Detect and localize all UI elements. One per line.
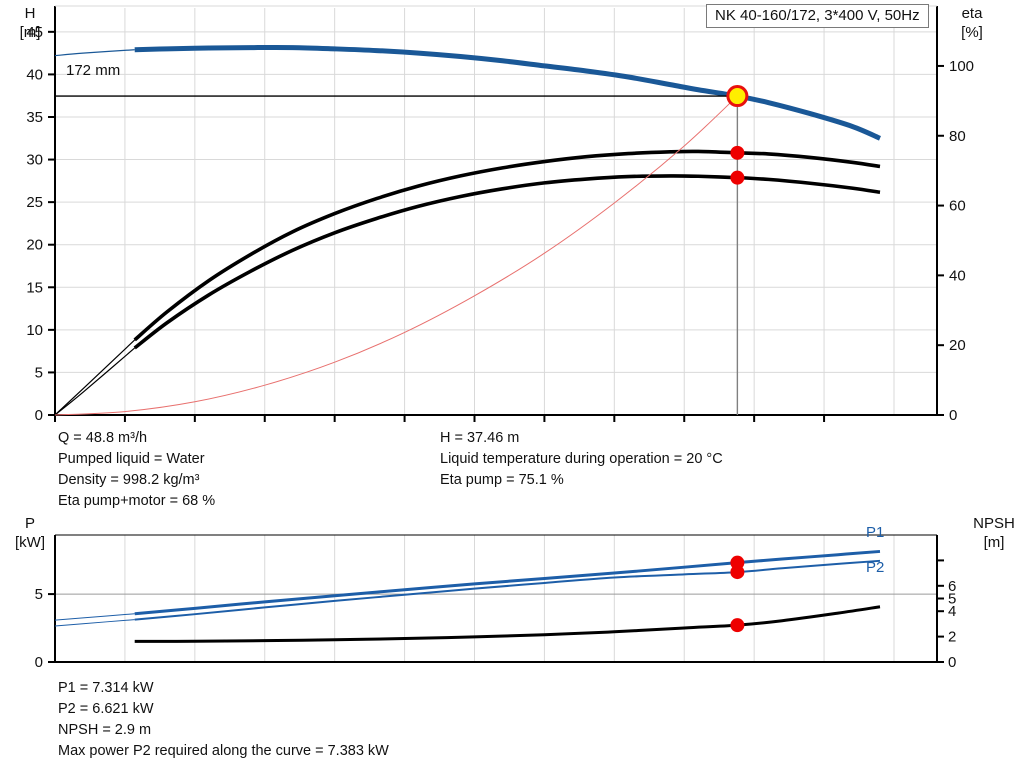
efficiency-curve [133,174,881,350]
y-tick-label-left: 0 [35,654,43,671]
efficiency-duty-marker [730,170,745,185]
y-axis-title-right: [%] [961,24,983,41]
head-efficiency-chart: 0510152025303540450204060801000510152025… [20,5,984,424]
duty-info-left-line-2: Density = 998.2 kg/m³ [58,472,200,488]
y-tick-label-left: 25 [26,194,43,211]
power-curve-p2 [134,559,881,621]
y-axis-title-right: eta [962,5,984,22]
power-info-line-1: P2 = 6.621 kW [58,701,154,717]
y-tick-label-right: 20 [949,337,966,354]
y-tick-label-left: 0 [35,407,43,424]
duty-info-left: Q = 48.8 m³/h Pumped liquid = Water Densit… [58,428,215,512]
y-tick-label-right: 0 [948,654,956,671]
y-tick-label-right: 80 [949,128,966,145]
y-axis-title-left: P [25,515,35,532]
y-tick-label-left: 5 [35,364,43,381]
efficiency-curve [133,149,881,342]
power-curve-thin [54,613,135,621]
head-curve-thin [54,49,135,57]
y-tick-label-left: 5 [35,586,43,603]
y-axis-title-left: [kW] [15,534,45,551]
power-info-line-0: P1 = 7.314 kW [58,680,154,696]
y-tick-label-left: 35 [26,109,43,126]
y-tick-label-left: 40 [26,66,43,83]
power-duty-marker [730,618,745,633]
power-curve-p1 [134,549,881,616]
p1-curve-label: P1 [866,524,884,541]
efficiency-curve-thin [54,339,136,416]
y-tick-label-right: 0 [949,407,957,424]
pump-title-text: NK 40-160/172, 3*400 V, 50Hz [715,7,920,24]
system-curve [54,95,738,416]
grid-layer [54,8,937,416]
power-curve-thin [54,619,135,627]
duty-info-right-line-2: Eta pump = 75.1 % [440,472,564,488]
efficiency-curve-thin [54,347,136,416]
y-axis-title-right: [m] [984,534,1005,551]
y-tick-label-left: 20 [26,237,43,254]
duty-info-right: H = 37.46 m Liquid temperature during ope… [440,428,723,491]
y-axis-title-right: NPSH [973,515,1015,532]
grid-layer [54,535,937,663]
duty-info-left-line-3: Eta pump+motor = 68 % [58,493,216,509]
power-info-line-2: NPSH = 2.9 m [58,722,152,738]
y-tick-label-right: 5 [948,591,956,608]
p2-curve-label: P2 [866,559,884,576]
duty-point-marker[interactable] [726,85,749,108]
power-duty-marker [730,565,745,580]
y-tick-label-right: 2 [948,629,956,646]
impeller-size-label: 172 mm [66,62,120,79]
pump-title-box: NK 40-160/172, 3*400 V, 50Hz [706,4,929,28]
y-tick-label-left: 10 [26,322,43,339]
y-tick-label-right: 4 [948,603,956,620]
y-axis-title-left: H [25,5,36,22]
y-tick-label-right: 6 [948,578,956,595]
y-tick-label-right: 40 [949,267,966,284]
duty-info-left-line-0: Q = 48.8 m³/h [58,430,148,446]
y-tick-label-left: 30 [26,152,43,169]
duty-info-right-line-0: H = 37.46 m [440,430,520,446]
power-info-line-3: Max power P2 required along the curve = … [58,743,389,759]
y-tick-label-left: 15 [26,279,43,296]
y-tick-label-right: 60 [949,198,966,215]
duty-info-right-line-1: Liquid temperature during operation = 20… [440,451,723,467]
duty-info-left-line-1: Pumped liquid = Water [58,451,205,467]
y-tick-label-right: 100 [949,58,974,75]
y-axis-title-left: [m] [20,24,41,41]
efficiency-duty-marker [730,145,745,160]
npsh-curve [134,605,881,643]
head-curve [134,44,881,141]
y-tick-label-left: 45 [26,24,43,41]
power-info-block: P1 = 7.314 kW P2 = 6.621 kW NPSH = 2.9 m Ma… [58,678,389,762]
